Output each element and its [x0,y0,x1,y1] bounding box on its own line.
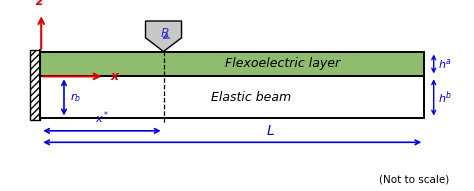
Text: z: z [35,0,43,8]
Text: $r_b$: $r_b$ [70,91,81,104]
Bar [40,76,424,118]
Text: Elastic beam: Elastic beam [211,91,292,104]
Text: $x^*$: $x^*$ [95,109,109,126]
Text: $h^b$: $h^b$ [438,89,453,106]
Text: x: x [110,70,118,83]
Text: (Not to scale): (Not to scale) [379,175,449,185]
Bar [30,50,40,120]
Polygon shape [146,21,182,52]
Bar [40,52,424,76]
Text: Flexoelectric layer: Flexoelectric layer [225,57,340,70]
Text: $R$: $R$ [160,27,170,40]
Text: $L$: $L$ [266,124,274,138]
Text: $h^a$: $h^a$ [438,57,453,71]
